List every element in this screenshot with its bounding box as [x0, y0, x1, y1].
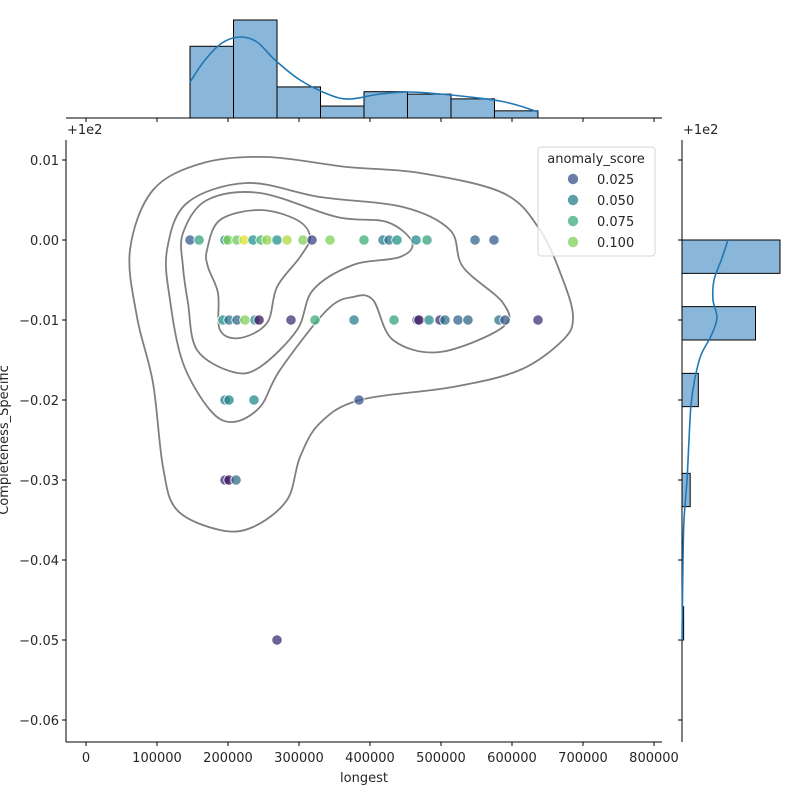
scatter-point [413, 314, 425, 326]
scatter-point [488, 234, 500, 246]
scatter-point [439, 314, 451, 326]
legend-label: 0.025 [597, 173, 634, 188]
scatter-point [532, 314, 544, 326]
legend-frame [537, 146, 656, 257]
scatter-point [248, 394, 260, 406]
kde-contours [128, 155, 574, 533]
top-histogram-bar [233, 19, 278, 119]
scatter-point [462, 314, 474, 326]
scatter-point [253, 314, 265, 326]
y-axis-label: Completeness_Specific [0, 365, 12, 515]
scatter-points [184, 234, 544, 646]
x-axis-label: longest [340, 771, 388, 786]
top-histogram-bar [450, 98, 495, 119]
scatter-point [469, 234, 481, 246]
y-tick-label: −0.03 [19, 474, 59, 489]
scatter-point [452, 314, 464, 326]
kde-contour-line-3 [180, 191, 414, 375]
scatter-point [271, 634, 283, 646]
legend-marker [567, 215, 579, 227]
x-tick-label: 200000 [203, 751, 253, 766]
x-tick-label: 800000 [629, 751, 679, 766]
scatter-point [391, 234, 403, 246]
x-tick-label: 500000 [416, 751, 466, 766]
top-histogram-bar [319, 105, 365, 119]
y-tick-label: −0.06 [19, 714, 59, 729]
scatter-point [281, 234, 293, 246]
scatter-point [421, 234, 433, 246]
legend-marker [567, 173, 579, 185]
legend-label: 0.075 [597, 215, 634, 230]
legend-marker [567, 236, 579, 248]
top-kde-line [189, 36, 539, 113]
legend: anomaly_score 0.025 0.050 0.075 0.100 [537, 146, 656, 257]
scatter-point [309, 314, 321, 326]
scatter-point [324, 234, 336, 246]
y-tick-label: −0.04 [19, 554, 59, 569]
top-histogram-bar [276, 86, 321, 119]
legend-label: 0.050 [597, 194, 634, 209]
scatter-point [358, 234, 370, 246]
right-histogram-bar [681, 306, 756, 341]
scatter-point [193, 234, 205, 246]
legend-marker [567, 194, 579, 206]
y-tick-label: −0.05 [19, 634, 59, 649]
legend-title: anomaly_score [547, 152, 645, 167]
x-tick-label: 600000 [487, 751, 537, 766]
right-marginal-offset-label: +1e2 [683, 123, 718, 138]
right-kde-line [681, 239, 729, 641]
top-histogram-bar [189, 45, 235, 119]
x-tick-label: 100000 [132, 751, 182, 766]
x-tick-label: 300000 [274, 751, 324, 766]
kde-contour-line-4 [205, 209, 311, 340]
scatter-point [410, 234, 422, 246]
scatter-point [348, 314, 360, 326]
scatter-point [353, 394, 365, 406]
scatter-point [499, 314, 511, 326]
scatter-point [223, 394, 235, 406]
y-tick-label: 0.01 [30, 154, 59, 169]
y-offset-label: +1e2 [67, 123, 102, 138]
right-histogram-bar [681, 239, 781, 274]
scatter-point [423, 314, 435, 326]
right-histogram-bar [681, 372, 699, 408]
scatter-point [271, 234, 283, 246]
x-tick-label: 700000 [558, 751, 608, 766]
y-tick-label: −0.01 [19, 314, 59, 329]
scatter-point [306, 234, 318, 246]
top-histogram-bar [406, 93, 452, 119]
scatter-point [388, 314, 400, 326]
main-axes: 0 100000 200000 300000 400000 500000 600000 700… [19, 140, 679, 766]
scatter-point [239, 314, 251, 326]
x-tick-label: 400000 [345, 751, 395, 766]
kde-contour-line-2 [164, 182, 511, 423]
y-tick-label: −0.02 [19, 394, 59, 409]
x-tick-label: 0 [82, 751, 90, 766]
legend-label: 0.100 [597, 236, 634, 251]
right-marginal-histogram [678, 140, 781, 742]
scatter-point [230, 474, 242, 486]
kde-contour-line-1 [128, 155, 574, 533]
scatter-point [261, 234, 273, 246]
scatter-point [285, 314, 297, 326]
top-histogram-bar [493, 110, 539, 119]
top-marginal-histogram [66, 19, 662, 122]
y-tick-label: 0.00 [30, 234, 59, 249]
